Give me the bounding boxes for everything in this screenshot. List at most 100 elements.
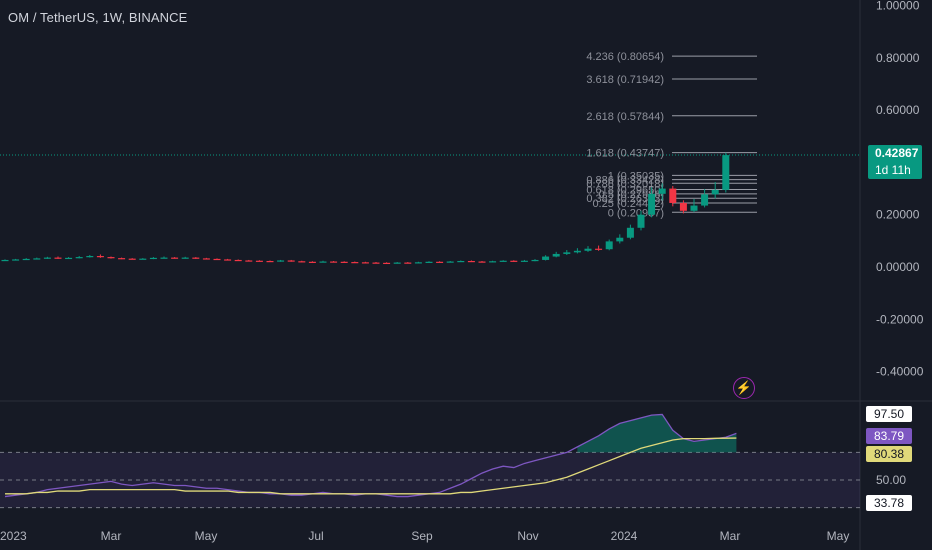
time-axis-tick-label: 2023	[0, 529, 27, 543]
fib-level-label: 4.236 (0.80654)	[586, 51, 664, 63]
candle-body	[690, 205, 698, 211]
candle-body	[298, 261, 306, 263]
bar-countdown-badge: 1d 11h	[868, 162, 922, 179]
candle-body	[552, 253, 560, 257]
rsi-overbought-fill	[577, 414, 737, 453]
candle-body	[43, 257, 51, 259]
candle-body	[22, 258, 30, 261]
candle-body	[33, 258, 41, 260]
candle-body	[234, 259, 242, 262]
time-axis-tick-label: 2024	[611, 529, 638, 543]
candle-body	[1, 259, 9, 262]
fib-level-label: 3.618 (0.71942)	[586, 74, 664, 86]
candle-body	[701, 194, 709, 206]
candle-body	[584, 248, 592, 251]
candle-body	[330, 261, 338, 263]
candle-body	[171, 257, 179, 259]
candle-body	[383, 262, 391, 265]
candle-body	[520, 260, 528, 262]
candle-body	[128, 258, 136, 260]
fib-level-label: 2.618 (0.57844)	[586, 111, 664, 123]
candle-body	[637, 214, 645, 228]
candle-body	[542, 256, 550, 260]
fib-level-label: 0.382 (0.26323)	[586, 193, 664, 205]
price-axis-tick-label: 0.00000	[876, 260, 920, 274]
candle-body	[393, 262, 401, 264]
candle-body	[563, 252, 571, 254]
candle-body	[531, 259, 539, 262]
symbol-title[interactable]: OM / TetherUS, 1W, BINANCE	[8, 10, 188, 25]
candle-body	[351, 262, 359, 264]
fib-level-label: 1 (0.35035)	[608, 170, 664, 182]
candle-body	[86, 256, 94, 258]
candle-body	[669, 188, 677, 203]
time-axis-tick-label: Jul	[308, 529, 323, 543]
candle-body	[510, 260, 518, 262]
candle-body	[65, 257, 73, 260]
candle-body	[75, 257, 83, 259]
candle-body	[149, 257, 157, 260]
candle-body	[213, 258, 221, 261]
candle-body	[54, 257, 62, 259]
time-axis-tick-label: May	[827, 529, 850, 543]
fib-level-label: 0.786 (0.32018)	[586, 178, 664, 190]
candle-body	[436, 261, 444, 263]
candle-body	[12, 259, 20, 261]
fib-level-label: 0 (0.20937)	[608, 207, 664, 219]
candle-body	[605, 241, 613, 250]
candle-body	[626, 227, 634, 238]
price-axis-tick-label: 0.20000	[876, 208, 920, 222]
rsi-axis-tick-label: 50.00	[876, 473, 906, 487]
price-axis-tick-label: 0.80000	[876, 51, 920, 65]
candle-body	[192, 257, 200, 259]
candle-body	[658, 188, 666, 194]
candle-body	[107, 257, 115, 259]
candle-body	[573, 250, 581, 253]
candle-body	[457, 260, 465, 263]
candle-body	[616, 237, 624, 242]
price-axis-tick-label: 1.00000	[876, 0, 920, 13]
price-axis-tick-label: -0.40000	[876, 365, 924, 379]
price-axis-tick-label: -0.20000	[876, 312, 924, 326]
candle-body	[372, 262, 380, 264]
candle-body	[96, 256, 104, 258]
candle-body	[202, 258, 210, 260]
fib-level-label: 0.5 (0.27986)	[599, 189, 664, 201]
lightning-alert-icon[interactable]: ⚡	[733, 377, 755, 399]
price-axis-tick-label: 0.60000	[876, 103, 920, 117]
time-axis-tick-label: May	[195, 529, 218, 543]
rsi-badge-ma: 80.38	[866, 446, 912, 462]
candle-body	[446, 261, 454, 263]
candle-body	[722, 155, 730, 190]
rsi-badge-overbought-peak: 97.50	[866, 406, 912, 422]
candle-body	[266, 260, 274, 263]
fib-level-label: 1.618 (0.43747)	[586, 148, 664, 160]
candle-body	[139, 258, 147, 260]
fib-level-label: 0.25 (0.24462)	[592, 198, 664, 210]
rsi-badge-low: 33.78	[866, 495, 912, 511]
fib-level-label: 0.618 (0.29650)	[586, 184, 664, 196]
last-price-badge: 0.42867	[868, 145, 922, 162]
candle-body	[499, 260, 507, 262]
candle-body	[245, 260, 253, 262]
rsi-ma-line	[5, 437, 737, 495]
candle-body	[181, 257, 189, 259]
candle-body	[467, 260, 475, 263]
candle-body	[224, 259, 232, 261]
candle-body	[404, 262, 412, 264]
candle-body	[255, 260, 263, 262]
rsi-badge-current: 83.79	[866, 428, 912, 444]
candle-body	[489, 261, 497, 263]
rsi-band-fill	[0, 452, 860, 508]
time-axis-tick-label: Mar	[101, 529, 122, 543]
candle-body	[679, 202, 687, 211]
candle-body	[160, 257, 168, 259]
candle-body	[711, 189, 719, 195]
candle-body	[414, 262, 422, 264]
candle-body	[308, 261, 316, 263]
candle-body	[287, 260, 295, 262]
time-axis-tick-label: Sep	[411, 529, 433, 543]
